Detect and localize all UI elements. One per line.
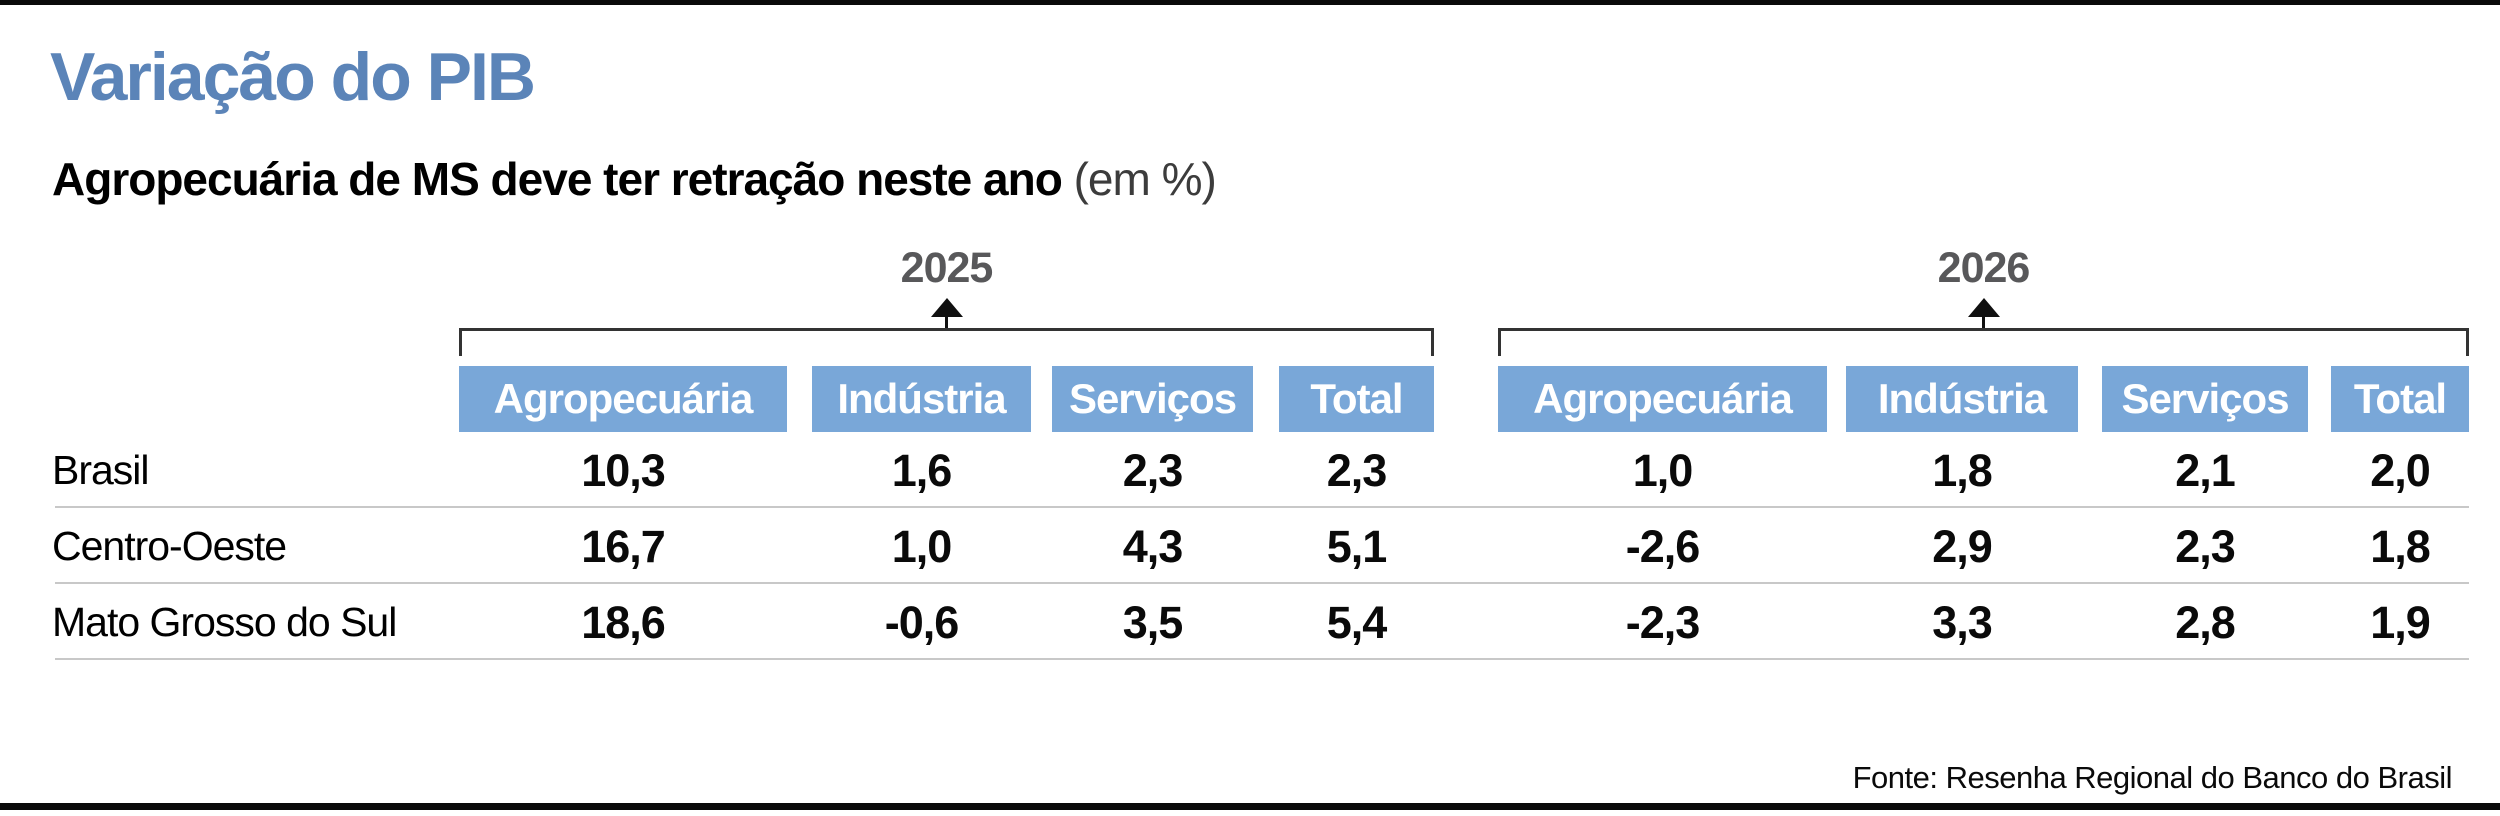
row-label-mato-grosso-do-sul: Mato Grosso do Sul	[52, 599, 397, 645]
value-cell: 5,1	[1326, 521, 1388, 572]
column-header-2025-agropecuaria: Agropecuária	[459, 366, 787, 432]
value-cell: 3,3	[1932, 597, 1993, 648]
value-cell: 1,8	[2370, 521, 2431, 572]
subtitle: Agropecuária de MS deve ter retração nes…	[52, 152, 1217, 206]
year-label-2025: 2025	[900, 244, 994, 292]
row-separator	[55, 582, 2469, 584]
page-title: Variação do PIB	[50, 39, 536, 115]
row-label-centro-oeste: Centro-Oeste	[52, 523, 287, 569]
column-header-2026-industria: Indústria	[1846, 366, 2078, 432]
bracket-2026	[1498, 328, 2469, 356]
top-rule	[0, 0, 2500, 5]
value-cell: 2,1	[2175, 445, 2236, 496]
value-cell: 1,0	[1632, 445, 1694, 496]
column-header-2026-servicos: Serviços	[2102, 366, 2308, 432]
value-cell: 2,3	[2175, 521, 2236, 572]
value-cell: 2,3	[1326, 445, 1388, 496]
value-cell: 10,3	[581, 445, 666, 496]
arrow-stem	[1982, 317, 1985, 330]
year-label-2026: 2026	[1937, 244, 2031, 292]
value-cell: -0,6	[884, 597, 960, 648]
subtitle-text: Agropecuária de MS deve ter retração nes…	[52, 153, 1063, 205]
value-cell: 5,4	[1326, 597, 1388, 648]
row-separator	[55, 506, 2469, 508]
column-header-2026-agropecuaria: Agropecuária	[1498, 366, 1827, 432]
row-separator	[55, 658, 2469, 660]
value-cell: 4,3	[1122, 521, 1184, 572]
value-cell: 2,0	[2370, 445, 2431, 496]
value-cell: 2,3	[1122, 445, 1184, 496]
value-cell: 2,9	[1932, 521, 1993, 572]
value-cell: 2,8	[2175, 597, 2236, 648]
arrow-up-icon	[459, 298, 1434, 330]
value-cell: -2,6	[1625, 521, 1701, 572]
arrow-stem	[945, 317, 948, 330]
bracket-2025	[459, 328, 1434, 356]
value-cell: -2,3	[1625, 597, 1701, 648]
value-cell: 16,7	[581, 521, 666, 572]
arrow-head	[1967, 298, 2000, 317]
column-header-2025-servicos: Serviços	[1052, 366, 1253, 432]
value-cell: 1,9	[2370, 597, 2431, 648]
arrow-up-icon	[1498, 298, 2469, 330]
row-label-brasil: Brasil	[52, 447, 150, 493]
value-cell: 1,8	[1932, 445, 1993, 496]
value-cell: 18,6	[581, 597, 666, 648]
source-credit: Fonte: Resenha Regional do Banco do Bras…	[1852, 760, 2453, 795]
value-cell: 3,5	[1122, 597, 1184, 648]
column-header-2026-total: Total	[2331, 366, 2469, 432]
subtitle-unit-note: (em %)	[1061, 153, 1217, 205]
bottom-rule	[0, 803, 2500, 810]
column-header-2025-total: Total	[1279, 366, 1434, 432]
value-cell: 1,6	[891, 445, 953, 496]
arrow-head	[930, 298, 963, 317]
value-cell: 1,0	[891, 521, 953, 572]
column-header-2025-industria: Indústria	[812, 366, 1031, 432]
